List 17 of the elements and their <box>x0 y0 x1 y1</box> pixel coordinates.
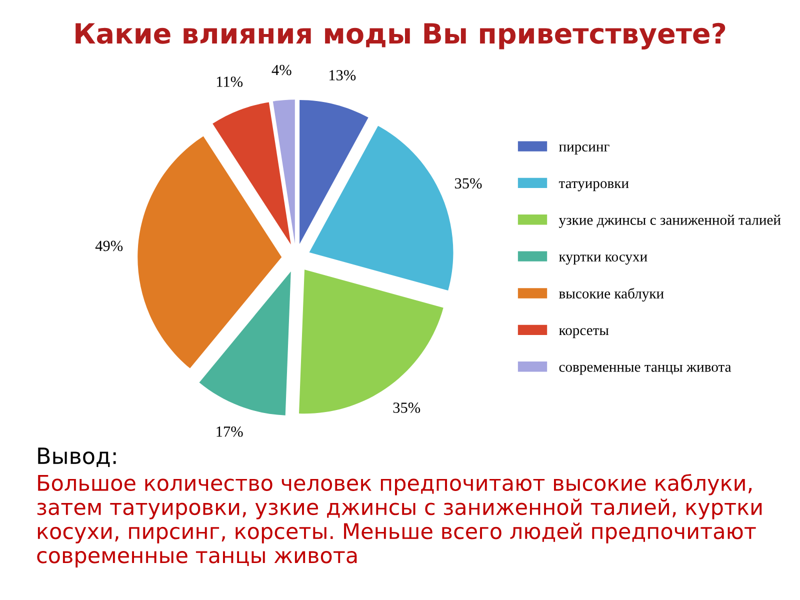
text: Большое количество человек предпочитают высокие каблуки, затем татуировки, узкие джинсы с заниженной талией, куртки косухи, пирсинг, корсеты. Меньше всего людей предпочитают современные танцы живота <box>37 474 762 568</box>
data-label: 49% <box>95 240 123 252</box>
data-label: 35% <box>454 178 482 189</box>
data-label: 4% <box>272 64 292 76</box>
legend-label: высокие каблуки <box>559 288 664 302</box>
chart-title: Какие влияния моды Вы приветствуете? <box>76 22 726 50</box>
legend-label: современные танцы живота <box>559 364 732 375</box>
legend-label: татуировки <box>558 181 629 192</box>
data-label: 17% <box>216 426 243 437</box>
data-label: 35% <box>393 402 420 413</box>
legend-label: куртки косухи <box>559 254 648 265</box>
legend-label: корсеты <box>559 328 609 338</box>
legend-label: пирсинг <box>559 144 610 155</box>
legend-label: узкие джинсы с заниженной талией <box>558 214 781 228</box>
data-label: 11% <box>216 76 243 87</box>
text: Вывод: <box>38 448 116 467</box>
data-label: 13% <box>329 70 356 80</box>
